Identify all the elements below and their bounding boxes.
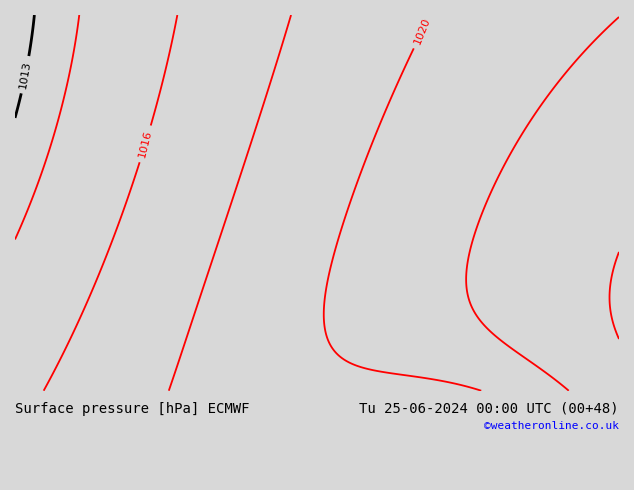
Text: 1020: 1020: [413, 16, 432, 46]
Text: 1013: 1013: [18, 60, 32, 89]
Text: 1016: 1016: [137, 129, 153, 159]
Text: Tu 25-06-2024 00:00 UTC (00+48): Tu 25-06-2024 00:00 UTC (00+48): [359, 402, 619, 416]
Text: ©weatheronline.co.uk: ©weatheronline.co.uk: [484, 421, 619, 431]
Text: Surface pressure [hPa] ECMWF: Surface pressure [hPa] ECMWF: [15, 402, 250, 416]
